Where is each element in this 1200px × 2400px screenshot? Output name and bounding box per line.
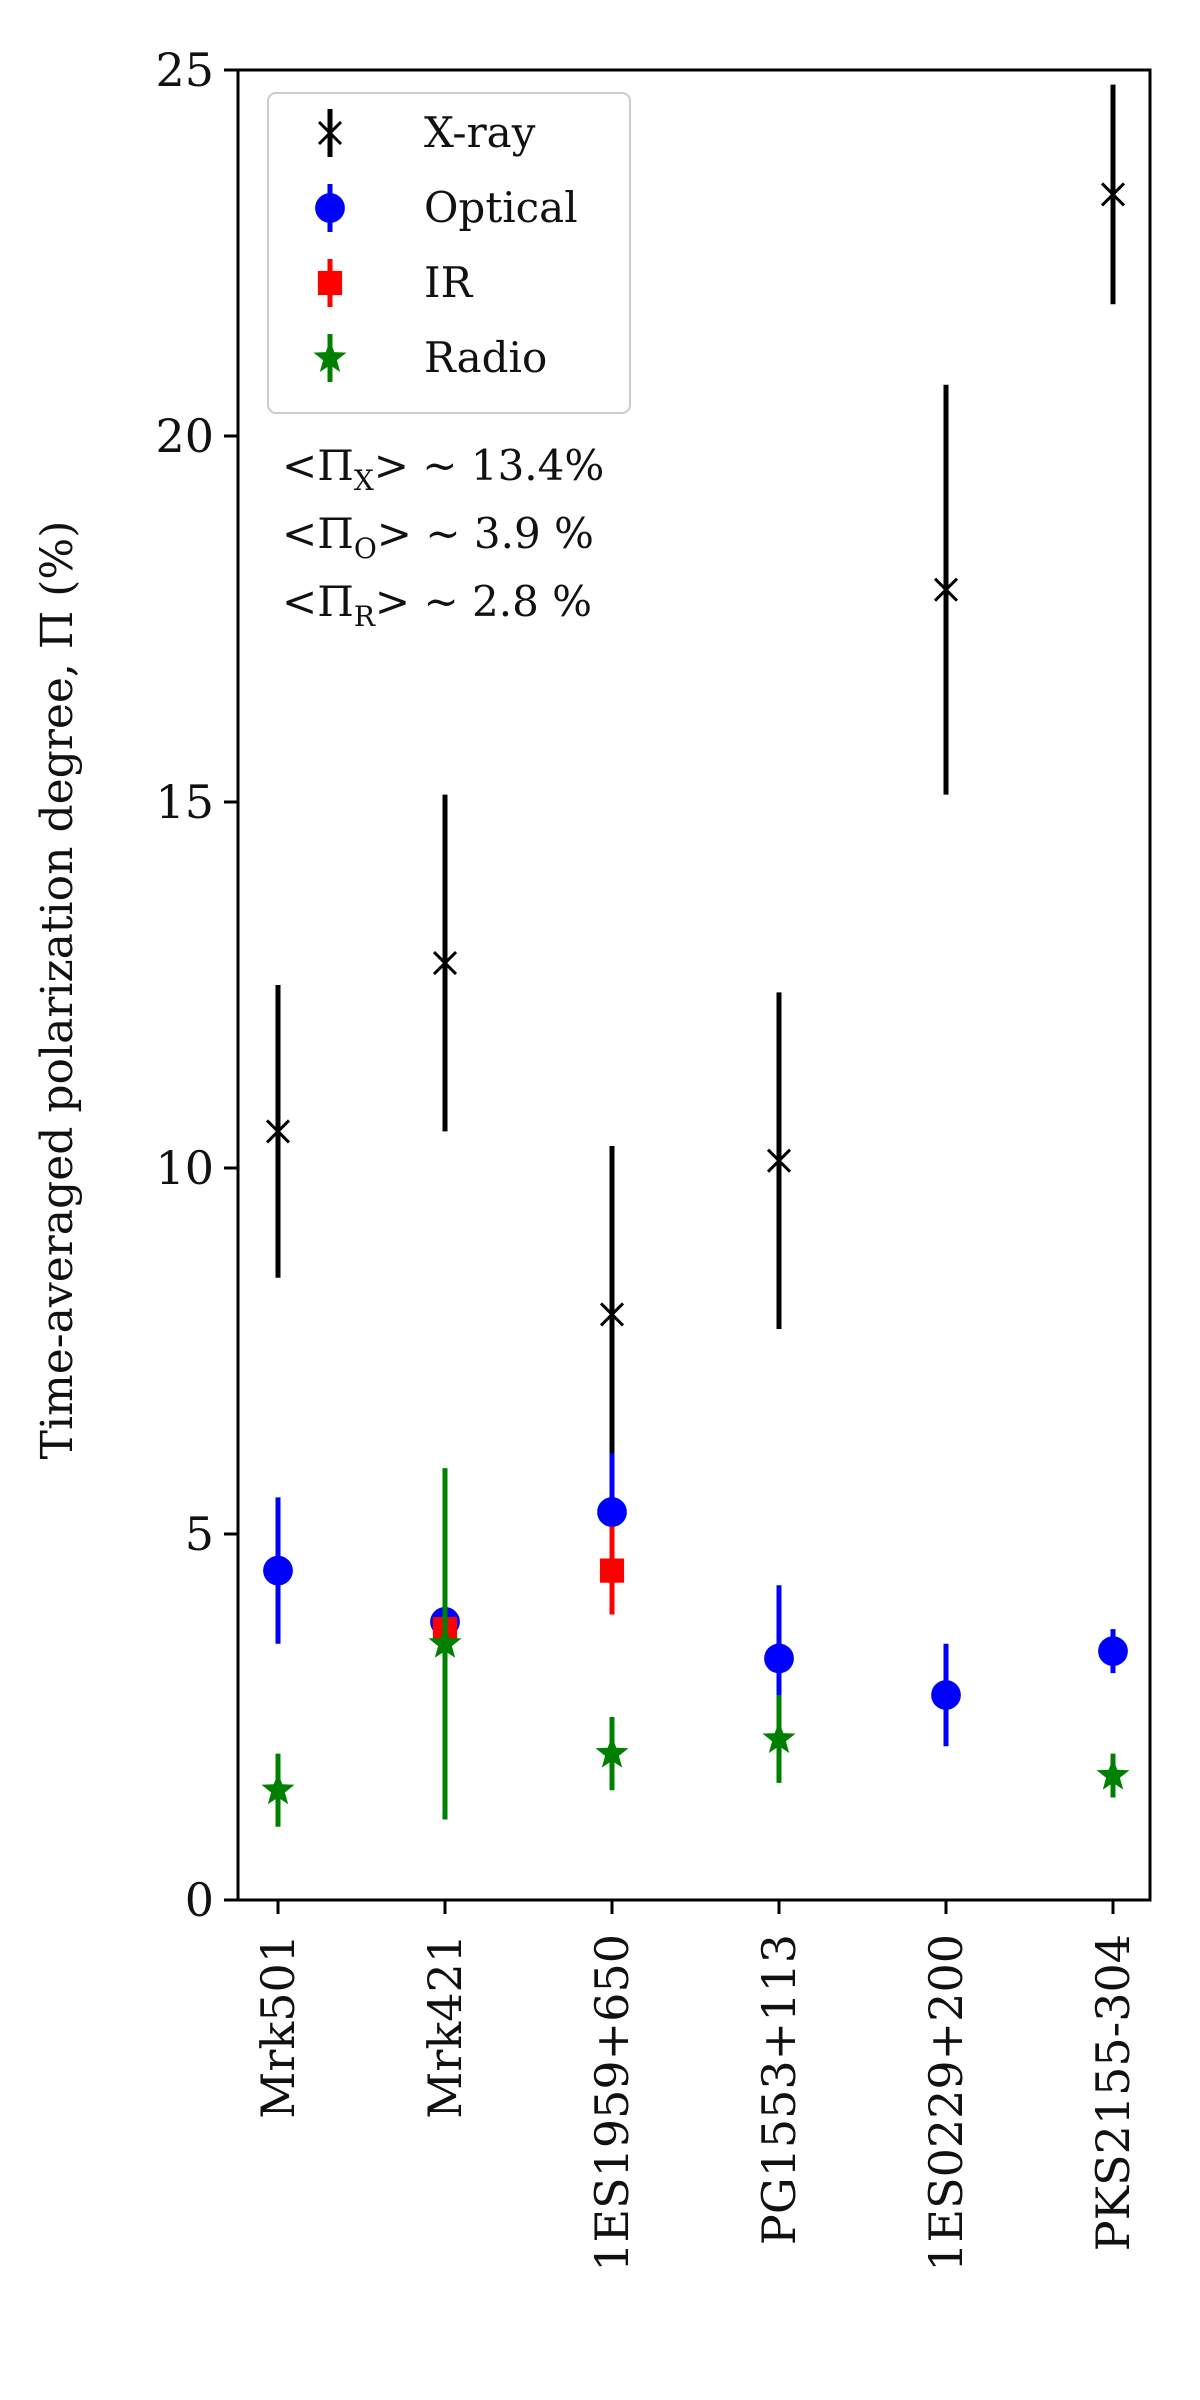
legend-marker-x-ray xyxy=(317,120,343,146)
x-tick-label: 1ES0229+200 xyxy=(919,1934,973,2272)
ir-point xyxy=(599,1558,625,1583)
legend-marker-optical xyxy=(315,193,345,223)
x-ray-point xyxy=(432,950,458,976)
x-tick-label: PKS2155-304 xyxy=(1086,1934,1140,2251)
radio-point xyxy=(1096,1758,1130,1790)
legend-marker-radio xyxy=(313,340,347,372)
x-ray-point xyxy=(265,1119,291,1144)
y-tick-label: 0 xyxy=(185,1873,214,1927)
y-tick-label: 10 xyxy=(155,1141,214,1195)
optical-point xyxy=(931,1680,961,1710)
legend-marker-ir xyxy=(317,270,343,296)
x-tick-label: 1ES1959+650 xyxy=(585,1934,639,2272)
legend-box xyxy=(267,92,631,414)
data-marks xyxy=(261,84,1130,1827)
legend: X-ray Optical IR Radio xyxy=(267,92,631,414)
y-tick-label: 5 xyxy=(185,1507,214,1561)
mean-polarization-annotation: <ΠX> ~ 13.4% xyxy=(282,441,604,497)
x-ray-point xyxy=(1100,182,1126,207)
annotations: <ΠX> ~ 13.4% <ΠO> ~ 3.9 % <ΠR> ~ 2.8 % xyxy=(282,441,604,633)
legend-label: X-ray xyxy=(424,108,536,157)
radio-point xyxy=(762,1721,796,1753)
x-ray-point xyxy=(933,577,959,602)
y-tick-label: 25 xyxy=(155,43,214,97)
axes: 0 5 10 15 20 25 Mrk501 Mrk421 1ES1959+650 PG1553+… xyxy=(155,43,1152,2272)
legend-label: Optical xyxy=(424,183,578,232)
optical-point xyxy=(263,1555,293,1586)
x-tick-label: PG1553+113 xyxy=(752,1934,806,2245)
x-ray-point xyxy=(766,1148,792,1173)
optical-point xyxy=(764,1643,794,1674)
radio-point xyxy=(595,1736,629,1768)
y-tick-label: 20 xyxy=(155,409,214,463)
mean-polarization-annotation: <ΠO> ~ 3.9 % xyxy=(282,509,594,565)
x-tick-label: Mrk501 xyxy=(251,1934,305,2119)
y-tick-label: 15 xyxy=(155,775,214,829)
legend-label: IR xyxy=(424,258,474,307)
mean-polarization-annotation: <ΠR> ~ 2.8 % xyxy=(282,577,592,633)
radio-point xyxy=(428,1626,462,1658)
optical-point xyxy=(1098,1636,1128,1666)
y-axis-label: Time-averaged polarization degree, Π (%) xyxy=(32,521,83,1460)
x-tick-label: Mrk421 xyxy=(418,1934,472,2119)
legend-label: Radio xyxy=(424,333,547,382)
plot-frame xyxy=(236,68,1152,1902)
optical-point xyxy=(597,1497,627,1527)
radio-point xyxy=(261,1772,295,1805)
x-ray-point xyxy=(599,1302,625,1327)
